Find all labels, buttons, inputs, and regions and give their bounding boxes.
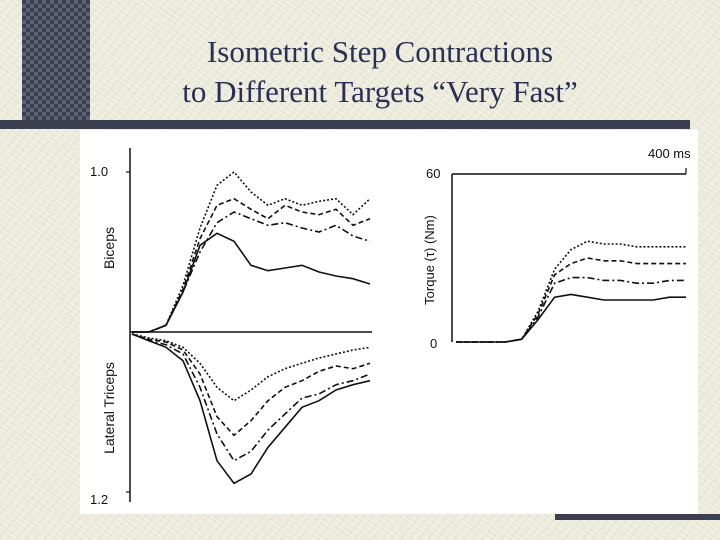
torque-trace-solid (456, 293, 686, 343)
top-accent-bar (0, 120, 690, 129)
biceps-label: Biceps (101, 227, 117, 269)
title-line-2: to Different Targets “Very Fast” (182, 74, 578, 109)
figure-svg: 1.0 1.2 Biceps Lateral Triceps 400 ms 60… (90, 146, 691, 507)
bottom-accent-bar (555, 514, 720, 520)
emg-bottom-tick-label: 1.2 (90, 492, 108, 507)
biceps-trace-dash-dot (132, 211, 371, 333)
checker-decoration (22, 0, 90, 128)
triceps-trace-dashed (131, 333, 371, 437)
slide-title: Isometric Step Contractions to Different… (90, 32, 670, 112)
triceps-label: Lateral Triceps (101, 362, 117, 454)
torque-traces (456, 240, 686, 343)
torque-tick-0: 0 (430, 336, 437, 351)
torque-trace-dash-dot (456, 276, 686, 343)
figure-panel: 1.0 1.2 Biceps Lateral Triceps 400 ms 60… (80, 130, 698, 514)
triceps-trace-dotted (131, 333, 371, 402)
torque-trace-dashed (456, 257, 686, 343)
torque-axis-label: Torque (τ) (Nm) (422, 215, 437, 305)
emg-top-tick-label: 1.0 (90, 164, 108, 179)
time-scale-label: 400 ms (648, 146, 691, 161)
torque-trace-dotted (456, 240, 686, 343)
emg-traces (131, 170, 371, 485)
biceps-trace-dotted (132, 170, 371, 333)
title-line-1: Isometric Step Contractions (206, 34, 554, 69)
triceps-trace-dash-dot (131, 333, 371, 462)
biceps-trace-solid (132, 232, 371, 333)
torque-tick-60: 60 (426, 166, 440, 181)
triceps-trace-solid (131, 333, 371, 485)
